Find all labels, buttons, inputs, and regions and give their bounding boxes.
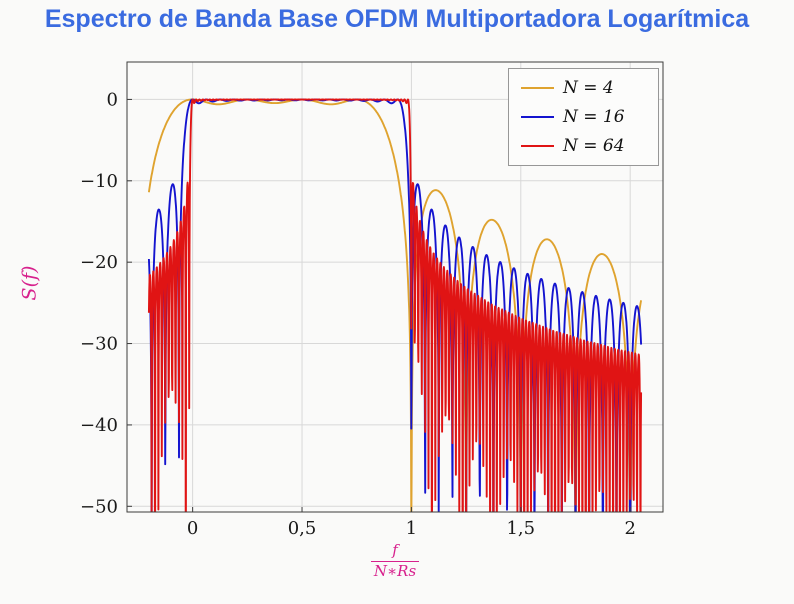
series-curve-N64 — [147, 98, 643, 512]
x-axis-label-fraction: f N∗Rs — [370, 541, 420, 582]
plot-canvas: 0 0,5 1 1,5 2 0 −10 −20 −30 −40 −50 — [80, 61, 664, 539]
y-tick-label: −30 — [80, 334, 118, 355]
legend-label-n64: N = 64 — [563, 136, 625, 156]
x-label-denominator: N∗Rs — [370, 560, 420, 582]
legend-item-n4: N = 4 — [521, 78, 646, 98]
series-line-sample-n16 — [521, 116, 554, 118]
x-tick-label: 1,5 — [506, 518, 535, 539]
y-tick-label: −10 — [80, 171, 118, 192]
legend-item-n64: N = 64 — [521, 136, 646, 156]
legend-label-n16: N = 16 — [563, 107, 625, 127]
legend-label-n4: N = 4 — [563, 78, 614, 98]
y-tick-label: −20 — [80, 252, 118, 273]
series-line-sample-n64 — [521, 145, 554, 147]
x-tick-label: 0,5 — [288, 518, 317, 539]
x-tick-label: 2 — [624, 518, 635, 539]
x-label-numerator: f — [392, 541, 398, 559]
x-axis-label: f N∗Rs — [127, 541, 663, 581]
legend: N = 4 N = 16 N = 64 — [508, 68, 659, 166]
legend-item-n16: N = 16 — [521, 107, 646, 127]
x-tick-label: 0 — [187, 518, 198, 539]
y-tick-label: −50 — [80, 496, 118, 517]
y-tick-label: 0 — [107, 89, 118, 110]
series-line-sample-n4 — [521, 87, 554, 89]
y-tick-label: −40 — [80, 415, 118, 436]
y-axis-label: S(f) — [18, 265, 41, 301]
chart-title: Espectro de Banda Base OFDM Multiportado… — [44, 5, 750, 33]
series-curve-N4 — [147, 98, 643, 512]
x-tick-label: 1 — [406, 518, 417, 539]
series-curve-N16 — [147, 98, 643, 512]
